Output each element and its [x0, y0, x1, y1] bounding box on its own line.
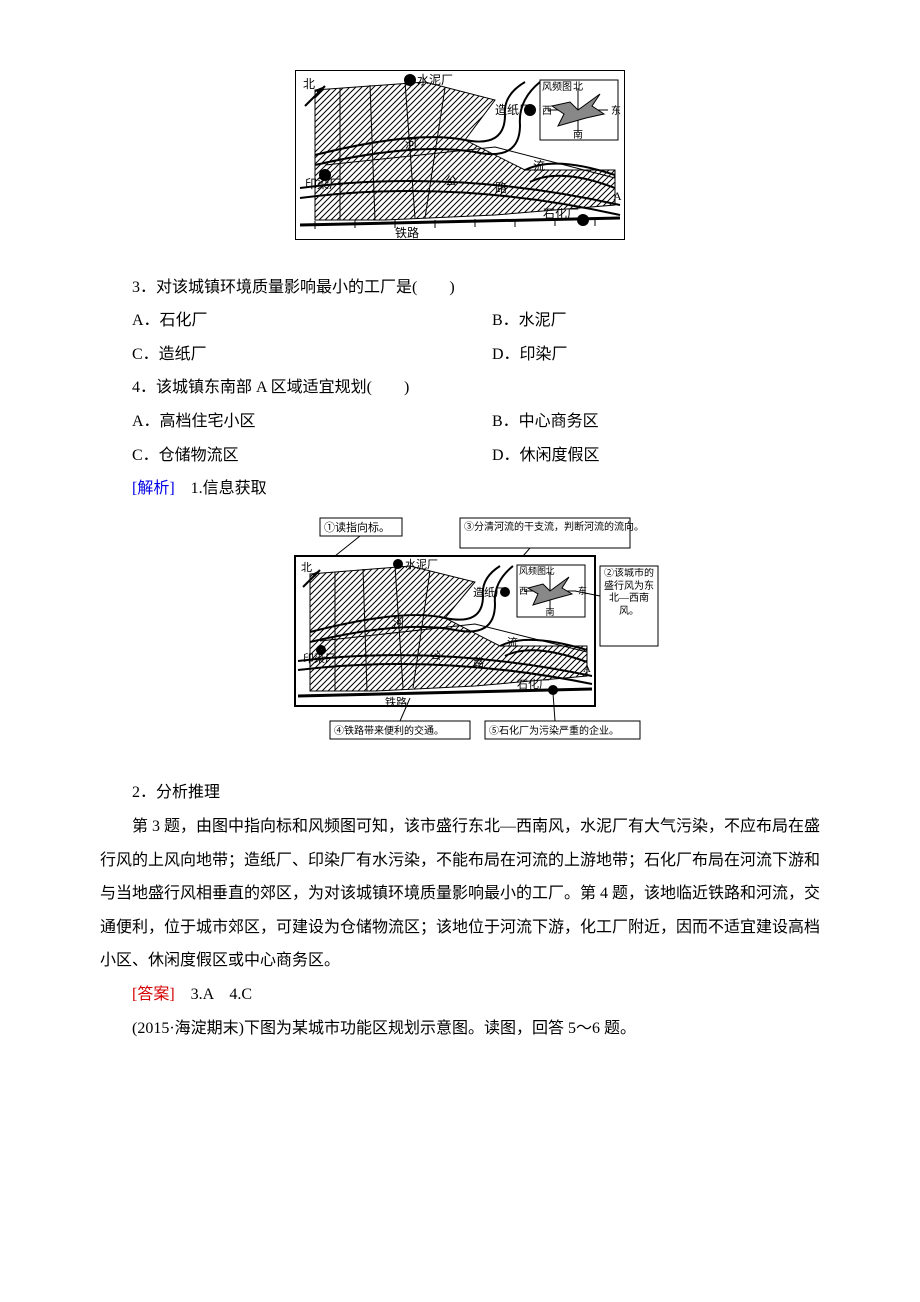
analysis-map-figure: ①读指向标。 ③分清河流的干支流，判断河流的流向。 [100, 516, 820, 759]
svg-text:①读指向标。: ①读指向标。 [324, 520, 390, 534]
answer-line: [答案] 3.A 4.C [100, 978, 820, 1012]
q3-option-c: C．造纸厂 [100, 338, 460, 372]
svg-text:⑤石化厂为污染严重的企业。: ⑤石化厂为污染严重的企业。 [489, 724, 619, 737]
svg-text:水泥厂: 水泥厂 [417, 73, 453, 87]
svg-text:南: 南 [545, 606, 554, 617]
svg-text:北: 北 [301, 561, 312, 574]
map-svg-1: 北 南 东 西 风频图 北 水泥厂 造纸厂 印染厂 石化厂 河 流 公 路 铁路… [295, 70, 625, 240]
svg-text:石化厂: 石化厂 [543, 207, 579, 221]
svg-text:③分清河流的干支流，判断河流的流向。: ③分清河流的干支流，判断河流的流向。 [464, 520, 644, 533]
svg-text:西: 西 [542, 106, 552, 117]
q4-option-b: B．中心商务区 [460, 405, 820, 439]
svg-text:公: 公 [445, 174, 457, 188]
question-4-stem: 4．该城镇东南部 A 区域适宜规划( ) [100, 371, 820, 405]
svg-text:公: 公 [430, 650, 441, 662]
question-4-options-row2: C．仓储物流区 D．休闲度假区 [100, 439, 820, 473]
svg-text:河: 河 [393, 616, 404, 629]
q3-option-b: B．水泥厂 [460, 304, 820, 338]
svg-text:西: 西 [519, 586, 528, 596]
svg-text:A: A [583, 663, 591, 675]
svg-text:南: 南 [573, 128, 583, 141]
svg-text:④铁路带来便利的交通。: ④铁路带来便利的交通。 [334, 724, 444, 737]
question-map-figure: 北 南 东 西 风频图 北 水泥厂 造纸厂 印染厂 石化厂 河 流 公 路 铁路… [100, 70, 820, 253]
svg-text:铁路: 铁路 [395, 225, 419, 240]
explanation-paragraph: 第 3 题，由图中指向标和风频图可知，该市盛行东北—西南风，水泥厂有大气污染，不… [100, 810, 820, 978]
svg-text:风频图: 风频图 [542, 80, 572, 93]
svg-text:河: 河 [405, 137, 417, 151]
question-4-options-row1: A．高档住宅小区 B．中心商务区 [100, 405, 820, 439]
question-3-options-row1: A．石化厂 B．水泥厂 [100, 304, 820, 338]
analysis-heading: [解析] 1.信息获取 [100, 472, 820, 506]
svg-text:A: A [613, 189, 622, 203]
next-question-intro: (2015·海淀期末)下图为某城市功能区规划示意图。读图，回答 5～6 题。 [100, 1012, 820, 1046]
answer-label: [答案] [132, 986, 175, 1003]
svg-text:流: 流 [533, 159, 545, 173]
svg-text:石化厂: 石化厂 [517, 677, 550, 691]
question-3-stem: 3．对该城镇环境质量影响最小的工厂是( ) [100, 271, 820, 305]
svg-text:北: 北 [545, 566, 554, 576]
svg-text:造纸厂: 造纸厂 [473, 585, 506, 599]
svg-text:水泥厂: 水泥厂 [405, 558, 438, 571]
svg-text:铁路: 铁路 [385, 696, 407, 709]
svg-text:印染厂: 印染厂 [305, 176, 341, 191]
svg-text:路: 路 [495, 180, 507, 195]
q4-option-d: D．休闲度假区 [460, 439, 820, 473]
svg-text:风频图: 风频图 [519, 565, 546, 576]
analysis-label: [解析] [132, 480, 175, 497]
svg-text:北: 北 [303, 77, 315, 91]
q3-option-a: A．石化厂 [100, 304, 460, 338]
svg-text:东: 东 [578, 585, 587, 596]
map-svg-2: ①读指向标。 ③分清河流的干支流，判断河流的流向。 [260, 516, 660, 746]
q3-option-d: D．印染厂 [460, 338, 820, 372]
svg-text:造纸厂: 造纸厂 [495, 103, 531, 117]
q4-option-c: C．仓储物流区 [100, 439, 460, 473]
svg-text:印染厂: 印染厂 [303, 651, 336, 665]
svg-text:东: 东 [611, 104, 621, 117]
q4-option-a: A．高档住宅小区 [100, 405, 460, 439]
svg-text:流: 流 [507, 635, 518, 649]
svg-text:北: 北 [573, 81, 583, 93]
question-3-options-row2: C．造纸厂 D．印染厂 [100, 338, 820, 372]
analysis-subhead-2: 2．分析推理 [100, 776, 820, 810]
svg-text:路: 路 [473, 656, 484, 669]
analysis-head-text: 1.信息获取 [175, 480, 267, 497]
answer-text: 3.A 4.C [175, 986, 252, 1003]
